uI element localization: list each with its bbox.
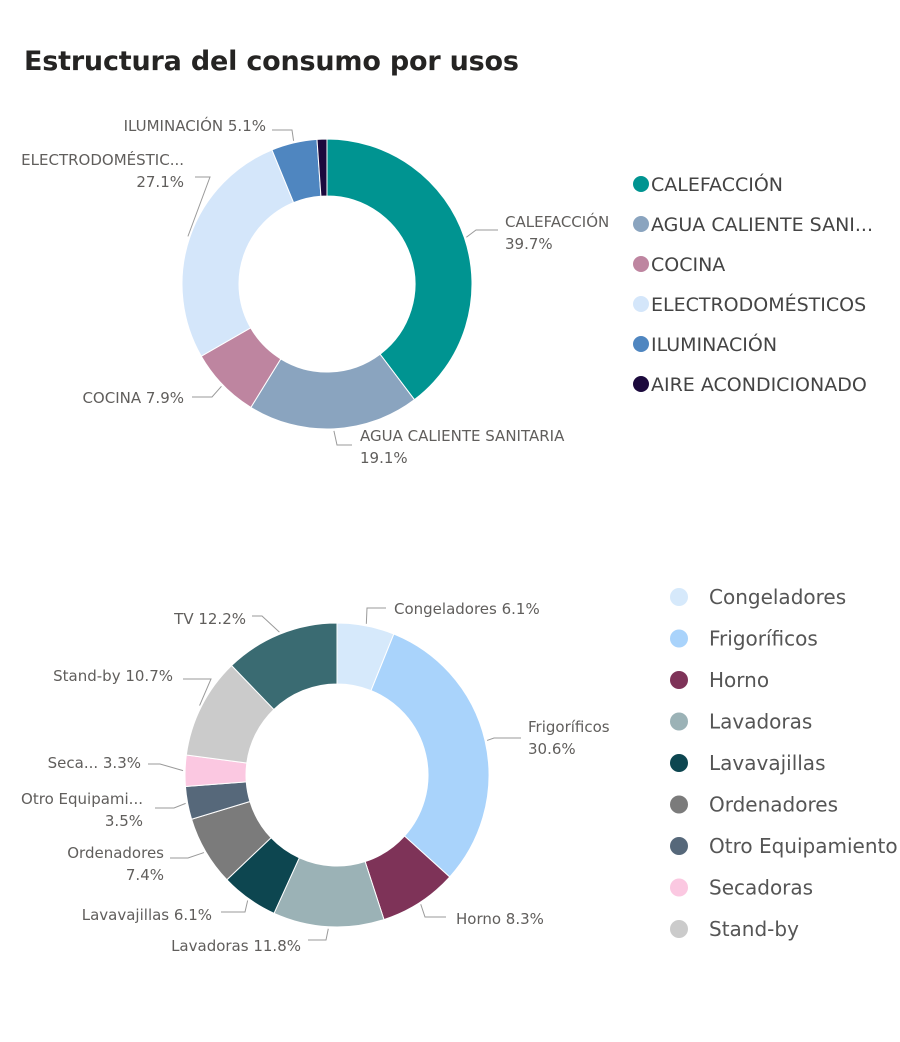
- legend-label-electrodomesticos: ELECTRODOMÉSTICOS: [651, 293, 866, 316]
- data-label-ordenadores-value: 7.4%: [126, 866, 164, 884]
- legend-item-electrodomesticos[interactable]: ELECTRODOMÉSTICOS: [633, 293, 866, 316]
- leader-line-ordenadores: [170, 852, 205, 859]
- legend-marker-lavadoras: [670, 712, 688, 731]
- leader-line-lavadoras: [308, 928, 329, 941]
- legend-label-lavavajillas: Lavavajillas: [709, 751, 825, 775]
- data-label-horno: Horno 8.3%: [456, 910, 544, 928]
- leader-line-electrodomesticos: [187, 176, 211, 237]
- slice-tv[interactable]: [230, 622, 338, 711]
- data-label-lavadoras: Lavadoras 11.8%: [171, 937, 301, 955]
- slice-frigorificos[interactable]: [370, 633, 490, 878]
- leader-line-iluminacion: [272, 129, 295, 141]
- legend-marker-aire-acondicionado: [633, 376, 649, 392]
- leader-line-agua-caliente-sanitaria: [333, 430, 352, 446]
- legend-item-iluminacion[interactable]: ILUMINACIÓN: [633, 332, 777, 356]
- legend-item-frigorificos[interactable]: Frigoríficos: [670, 627, 818, 651]
- leader-line-cocina: [192, 385, 222, 398]
- donut-chart-consumo-usos[interactable]: [181, 138, 473, 430]
- legend-marker-otro-equipamiento: [670, 837, 688, 855]
- data-label-electrodomesticos-value: 27.1%: [136, 173, 184, 191]
- data-label-otro-equipamiento: Otro Equipami...: [21, 790, 143, 808]
- legend-item-calefaccion[interactable]: CALEFACCIÓN: [633, 172, 783, 196]
- legend-marker-frigorificos: [670, 629, 688, 648]
- data-label-otro-equipamiento-value: 3.5%: [105, 812, 143, 830]
- legend-marker-secadoras: [670, 878, 688, 897]
- legend-item-aire-acondicionado[interactable]: AIRE ACONDICIONADO: [633, 374, 867, 396]
- legend-marker-congeladores: [670, 588, 688, 606]
- legend-label-horno: Horno: [709, 668, 769, 692]
- leader-line-otro-equipamiento: [155, 802, 186, 809]
- donut-chart-electrodomesticos[interactable]: [184, 622, 490, 928]
- legend-label-cocina: COCINA: [651, 254, 725, 276]
- legend-marker-stand-by: [670, 920, 688, 938]
- legend-marker-horno: [670, 671, 688, 689]
- data-label-frigorificos: Frigoríficos: [528, 718, 610, 736]
- legend-electrodomesticos[interactable]: Congeladores Frigoríficos Horno Lavadoras La…: [670, 585, 898, 941]
- data-label-secadoras: Seca... 3.3%: [48, 754, 141, 772]
- slice-calefaccion[interactable]: [326, 138, 473, 401]
- legend-marker-agua-caliente-sanitaria: [633, 216, 649, 232]
- legend-label-stand-by: Stand-by: [709, 917, 799, 941]
- legend-marker-electrodomesticos: [633, 296, 649, 312]
- data-label-calefaccion-value: 39.7%: [505, 235, 553, 253]
- leader-line-stand-by: [183, 678, 212, 706]
- legend-item-stand-by[interactable]: Stand-by: [670, 917, 799, 941]
- legend-label-congeladores: Congeladores: [709, 585, 846, 609]
- data-label-iluminacion: ILUMINACIÓN 5.1%: [124, 116, 266, 135]
- legend-consumo-usos[interactable]: CALEFACCIÓN AGUA CALIENTE SANI... COCINA EL…: [633, 172, 873, 396]
- data-label-agua-caliente-sanitaria-value: 19.1%: [360, 449, 408, 467]
- data-labels-consumo-usos: CALEFACCIÓN 39.7% AGUA CALIENTE SANITARIA 1…: [21, 116, 609, 467]
- leader-line-calefaccion: [466, 229, 498, 238]
- data-label-calefaccion: CALEFACCIÓN: [505, 212, 609, 231]
- data-label-congeladores: Congeladores 6.1%: [394, 600, 540, 618]
- data-label-tv: TV 12.2%: [173, 610, 246, 628]
- slice-aire-acondicionado[interactable]: [316, 138, 328, 197]
- legend-marker-lavavajillas: [670, 754, 688, 772]
- legend-label-agua-caliente-sanitaria: AGUA CALIENTE SANI...: [651, 214, 873, 236]
- legend-label-aire-acondicionado: AIRE ACONDICIONADO: [651, 374, 867, 396]
- chart-title: Estructura del consumo por usos: [24, 46, 519, 77]
- data-label-lavavajillas: Lavavajillas 6.1%: [82, 906, 212, 924]
- legend-item-agua-caliente-sanitaria[interactable]: AGUA CALIENTE SANI...: [633, 214, 873, 236]
- legend-item-congeladores[interactable]: Congeladores: [670, 585, 846, 609]
- legend-item-otro-equipamiento[interactable]: Otro Equipamiento: [670, 834, 898, 858]
- legend-label-otro-equipamiento: Otro Equipamiento: [709, 834, 898, 858]
- data-label-cocina: COCINA 7.9%: [82, 389, 184, 407]
- data-labels-electrodomesticos: Congeladores 6.1% Frigoríficos 30.6% Horno …: [21, 600, 610, 955]
- data-label-electrodomesticos: ELECTRODOMÉSTIC...: [21, 150, 184, 169]
- leader-line-lavavajillas: [221, 900, 249, 913]
- legend-marker-iluminacion: [633, 336, 649, 352]
- data-label-agua-caliente-sanitaria: AGUA CALIENTE SANITARIA: [360, 427, 565, 445]
- legend-item-lavavajillas[interactable]: Lavavajillas: [670, 751, 825, 775]
- legend-label-lavadoras: Lavadoras: [709, 710, 812, 734]
- data-label-ordenadores: Ordenadores: [67, 844, 164, 862]
- data-label-stand-by: Stand-by 10.7%: [53, 667, 173, 685]
- leader-line-secadoras: [148, 763, 184, 772]
- legend-label-calefaccion: CALEFACCIÓN: [651, 172, 783, 196]
- leader-line-tv: [252, 615, 280, 633]
- legend-marker-calefaccion: [633, 176, 649, 192]
- legend-label-frigorificos: Frigoríficos: [709, 627, 818, 651]
- legend-item-lavadoras[interactable]: Lavadoras: [670, 710, 812, 734]
- legend-marker-cocina: [633, 256, 649, 272]
- legend-item-secadoras[interactable]: Secadoras: [670, 876, 813, 900]
- leader-line-frigorificos: [486, 737, 521, 741]
- legend-label-iluminacion: ILUMINACIÓN: [651, 332, 777, 356]
- legend-marker-ordenadores: [670, 795, 688, 814]
- legend-item-horno[interactable]: Horno: [670, 668, 769, 692]
- leader-line-congeladores: [365, 607, 386, 624]
- leader-line-horno: [420, 904, 446, 918]
- legend-label-ordenadores: Ordenadores: [709, 793, 838, 817]
- legend-item-ordenadores[interactable]: Ordenadores: [670, 793, 838, 817]
- data-label-frigorificos-value: 30.6%: [528, 740, 576, 758]
- legend-label-secadoras: Secadoras: [709, 876, 813, 900]
- legend-item-cocina[interactable]: COCINA: [633, 254, 725, 276]
- slice-electrodomesticos[interactable]: [181, 149, 295, 357]
